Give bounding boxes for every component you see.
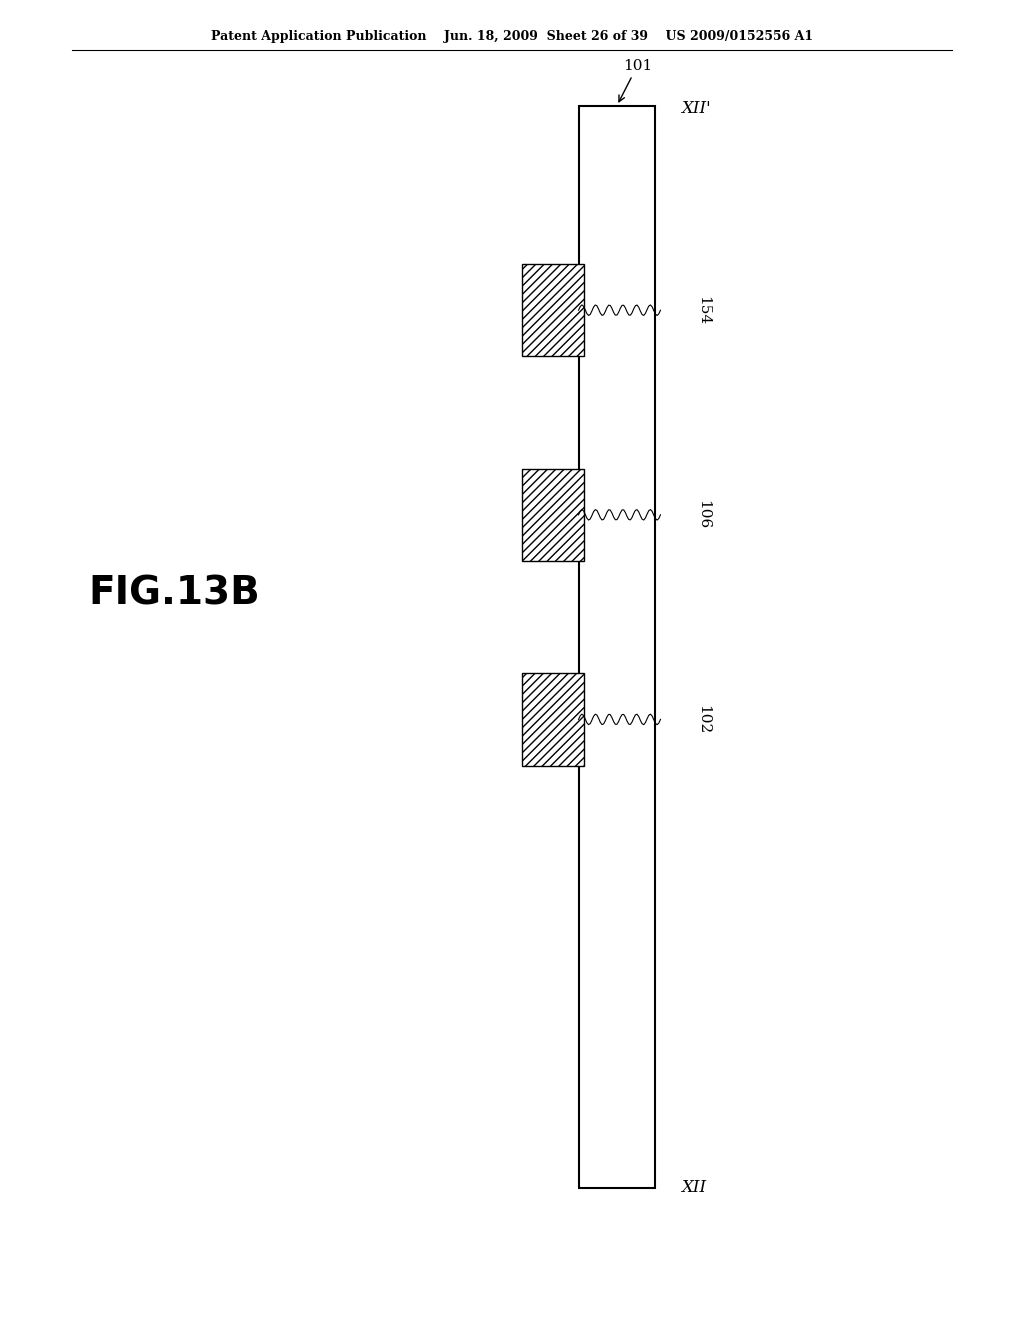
Bar: [522, 264, 584, 356]
Bar: [579, 106, 655, 1188]
Text: 101: 101: [618, 58, 652, 102]
Text: FIG.13B: FIG.13B: [88, 576, 260, 612]
Bar: [522, 673, 584, 766]
Text: 102: 102: [696, 705, 711, 734]
Text: XII: XII: [681, 1180, 707, 1196]
Bar: [522, 469, 584, 561]
Text: 154: 154: [696, 296, 711, 325]
Text: Patent Application Publication    Jun. 18, 2009  Sheet 26 of 39    US 2009/01525: Patent Application Publication Jun. 18, …: [211, 30, 813, 44]
Text: XII': XII': [681, 100, 711, 116]
Text: 106: 106: [696, 500, 711, 529]
